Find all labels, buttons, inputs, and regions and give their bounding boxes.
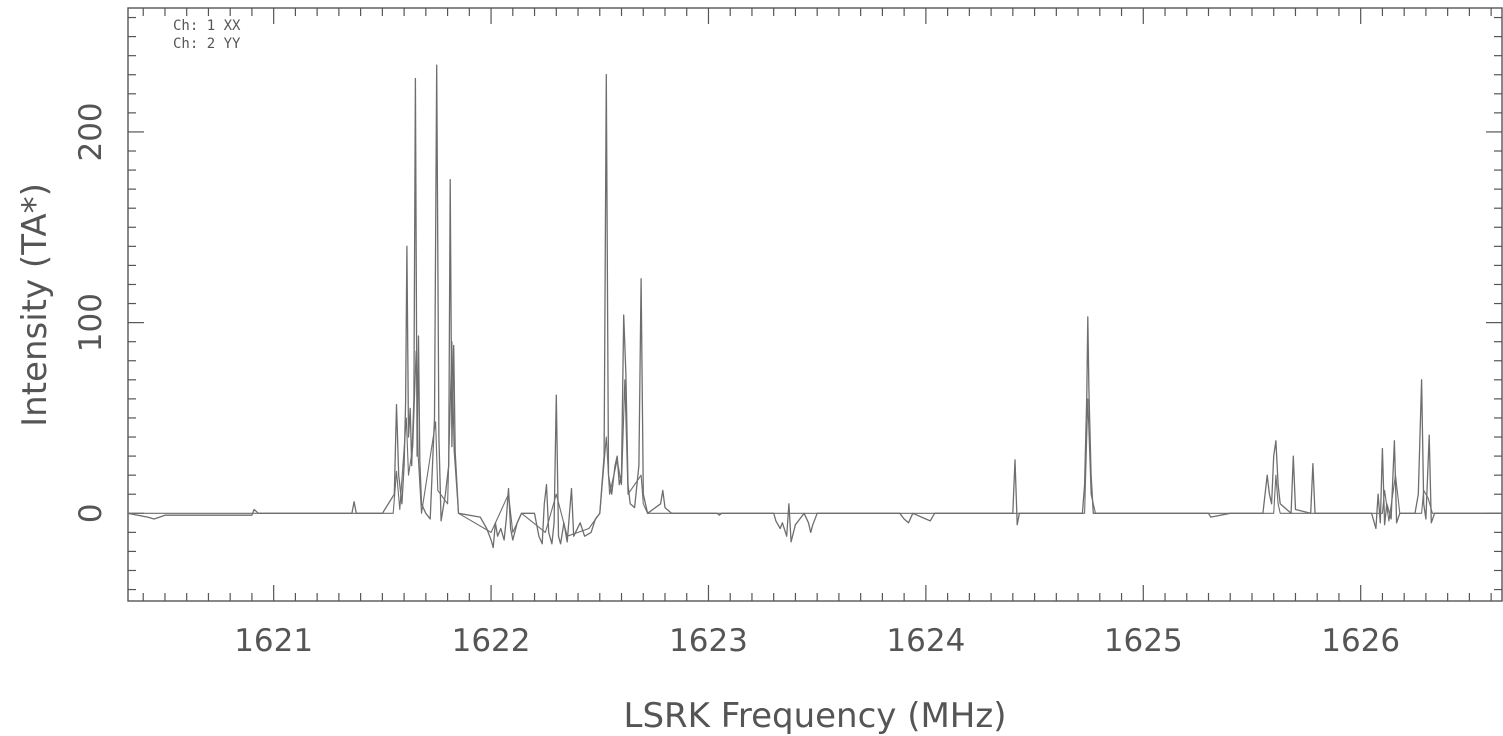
y-tick-label: 200 — [73, 102, 109, 161]
x-axis-label: LSRK Frequency (MHz) — [624, 696, 1007, 736]
legend-entry-1: Ch: 1 XX — [173, 18, 241, 34]
y-tick-label: 0 — [73, 503, 109, 523]
x-tick-labels: 1621 1622 1623 1624 1625 1626 — [234, 623, 1400, 659]
y-axis-label: Intensity (TA*) — [15, 183, 55, 427]
series-line-1 — [127, 64, 1502, 549]
y-tick-labels: 0 100 200 — [73, 102, 109, 523]
x-tick-label: 1622 — [452, 623, 531, 659]
x-tick-label: 1623 — [669, 623, 748, 659]
legend-entry-2: Ch: 2 YY — [173, 36, 241, 52]
x-tick-label: 1621 — [234, 623, 313, 659]
y-tick-label: 100 — [73, 293, 109, 352]
plot-frame — [127, 7, 1503, 602]
x-tick-label: 1626 — [1321, 623, 1400, 659]
axis-ticks — [128, 8, 1502, 601]
x-tick-label: 1624 — [886, 623, 965, 659]
series-line-2 — [128, 341, 1502, 537]
x-tick-label: 1625 — [1104, 623, 1183, 659]
series-lines — [127, 64, 1502, 549]
